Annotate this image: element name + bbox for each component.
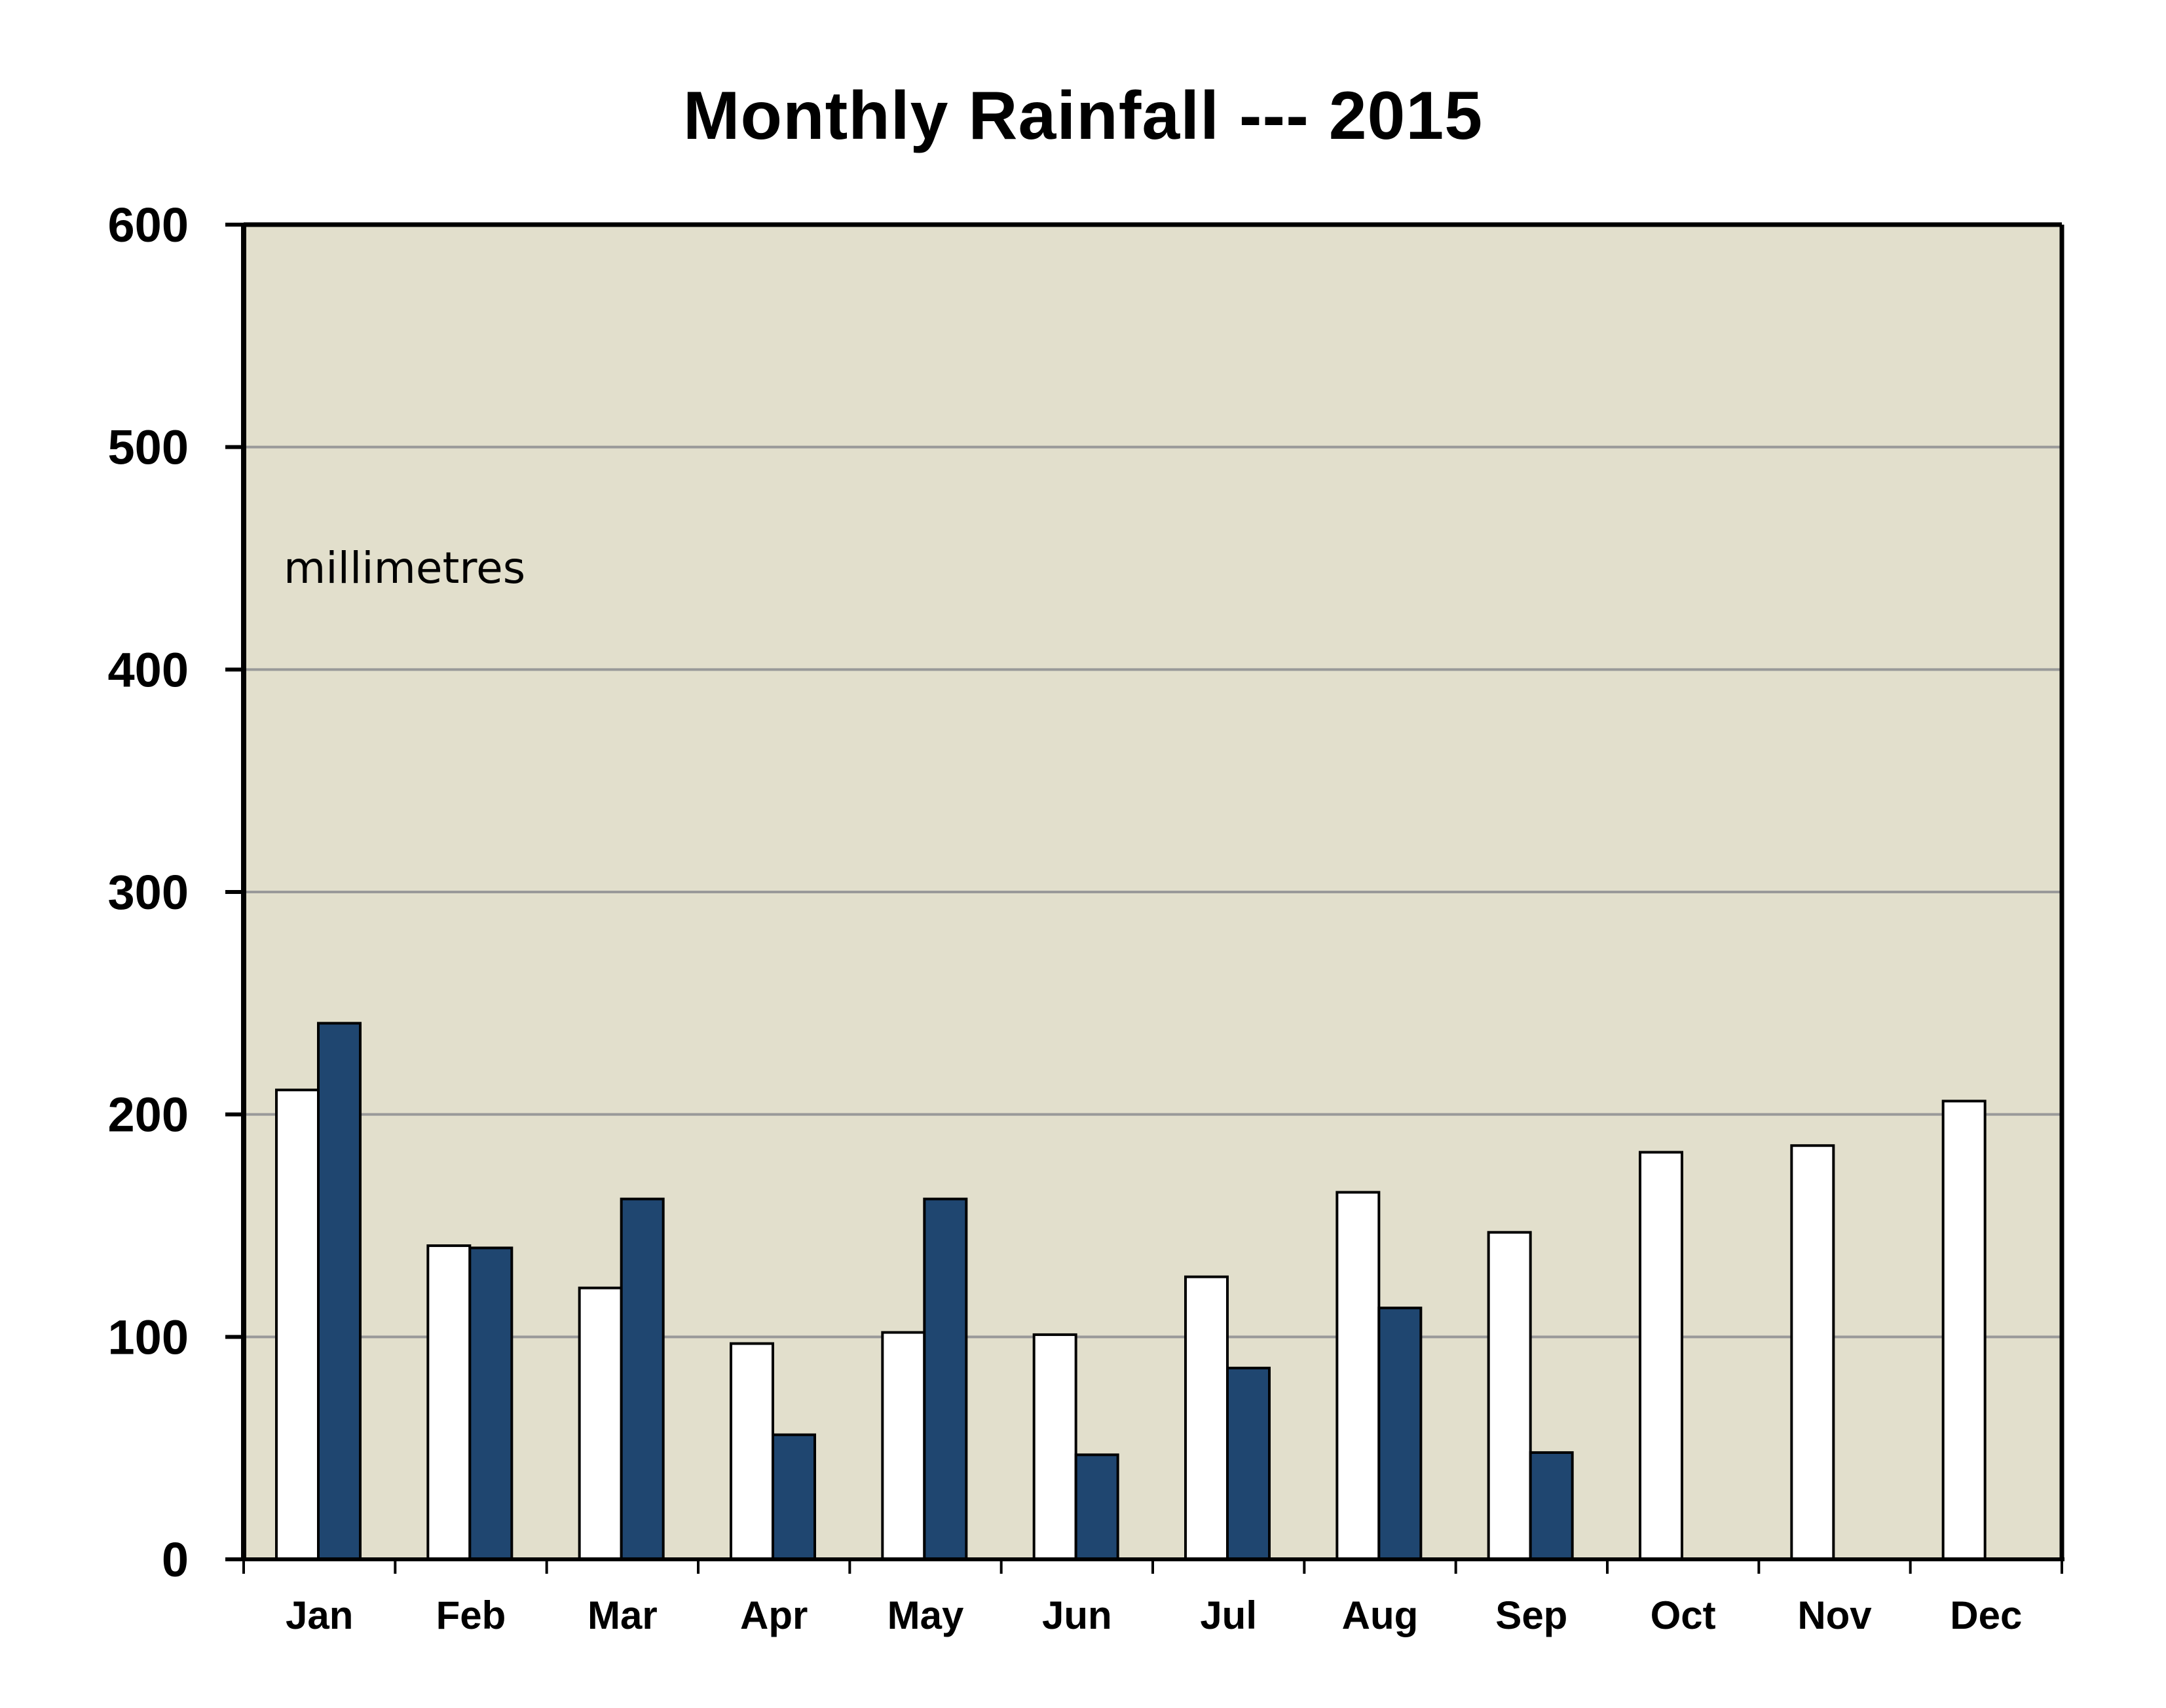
y-tick-label: 600 [108,198,189,252]
unit-annotation: millimetres [284,543,525,593]
y-tick-label: 300 [108,865,189,919]
y-tick-label: 0 [162,1532,189,1587]
bar [275,1088,320,1561]
x-tick-label: Jul [1200,1593,1257,1637]
bar [730,1342,774,1561]
y-tick-label: 400 [108,642,189,697]
x-tick-label: Feb [436,1593,506,1637]
x-tick-label: May [887,1593,964,1637]
bar [468,1246,513,1561]
y-tick-label: 200 [108,1088,189,1142]
x-tick-label: Aug [1342,1593,1419,1637]
bar [1074,1453,1119,1561]
bar [881,1331,926,1561]
bar [1487,1231,1532,1561]
bar [1377,1307,1423,1561]
x-tick-label: Apr [740,1593,808,1637]
bar [772,1433,816,1561]
y-tick-label: 500 [108,420,189,475]
y-tick-label: 100 [108,1310,189,1364]
bar [1335,1191,1381,1561]
bar [1226,1366,1271,1561]
x-tick-label: Mar [588,1593,658,1637]
bar [1790,1144,1835,1561]
x-tick-label: Dec [1950,1593,2022,1637]
chart-title: Monthly Rainfall --- 2015 [682,78,1484,154]
bar [1032,1333,1077,1561]
bar [1941,1100,1987,1561]
x-tick-label: Jan [286,1593,353,1637]
x-tick-label: Nov [1797,1593,1872,1637]
x-tick-label: Oct [1651,1593,1716,1637]
x-tick-label: Sep [1495,1593,1567,1637]
bar [426,1244,472,1561]
bar [578,1286,623,1561]
bar [317,1022,362,1561]
bar [620,1197,665,1561]
bar [923,1197,968,1561]
bar [1184,1275,1229,1561]
bar [1529,1451,1574,1561]
bar [1639,1151,1683,1561]
x-tick-label: Jun [1042,1593,1112,1637]
